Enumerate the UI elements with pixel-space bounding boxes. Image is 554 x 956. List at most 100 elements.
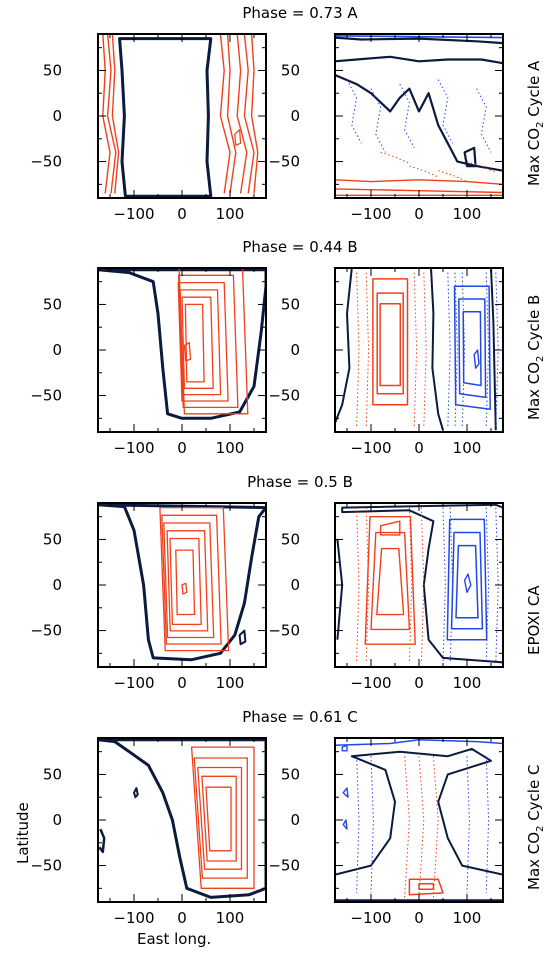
y-tick-label: −50 <box>30 387 62 405</box>
red-contour <box>169 537 202 626</box>
red-contour <box>177 281 229 402</box>
red-dotted-contour <box>356 507 360 663</box>
red-dotted-contour <box>365 507 370 663</box>
x-tick-label: −100 <box>350 205 391 223</box>
red-contour <box>379 303 402 387</box>
blue-contour <box>341 744 348 752</box>
red-contour <box>205 786 232 852</box>
row-side-label-subscript: 2 <box>535 825 546 832</box>
red-dotted-contour <box>420 507 425 663</box>
blue-contour <box>458 298 487 399</box>
terminator-contour <box>238 629 247 646</box>
red-contour <box>111 34 120 194</box>
zero-contour <box>336 539 344 640</box>
x-tick-label: −100 <box>350 674 391 692</box>
row-side-label-text: Max CO <box>525 361 543 420</box>
zero-contour <box>335 55 503 65</box>
y-tick-label: −50 <box>268 153 300 171</box>
panel-frame <box>334 737 504 903</box>
panel-frame <box>334 502 504 668</box>
x-tick-label: 100 <box>216 205 245 223</box>
zero-contour <box>335 73 503 172</box>
row-side-label: EPOXI CA <box>525 585 543 655</box>
blue-dotted-contour <box>447 272 451 428</box>
red-contour <box>161 514 222 645</box>
contour-group <box>98 268 266 420</box>
blue-dotted-contour <box>370 756 374 893</box>
y-tick-label: −50 <box>268 622 300 640</box>
zero-contour <box>430 268 444 431</box>
x-tick-label: −100 <box>350 909 391 927</box>
zero-contour <box>335 268 353 424</box>
panel-right-row-2: −100 0 100 −50 0 50 <box>268 267 504 457</box>
red-contour <box>184 303 205 383</box>
blue-contour <box>342 787 349 798</box>
x-tick-label: 100 <box>216 674 245 692</box>
x-axis-label: East long. <box>137 930 212 948</box>
red-dotted-contour <box>408 507 413 663</box>
row-side-label-text: EPOXI CA <box>525 585 543 655</box>
zero-contour <box>490 268 497 431</box>
y-tick-label: 0 <box>52 107 62 125</box>
red-contour <box>226 34 237 194</box>
red-dotted-contour <box>466 161 497 173</box>
y-tick-label: 0 <box>52 341 62 359</box>
red-contour <box>159 506 230 652</box>
x-tick-label: −100 <box>113 439 154 457</box>
contour-group <box>335 35 503 197</box>
red-contour <box>234 129 242 146</box>
red-contour <box>179 289 222 396</box>
panel-left-row-2: −100 0 100 −50 0 50 <box>30 267 267 457</box>
y-axis-label: Latitude <box>14 802 32 864</box>
y-tick-label: −50 <box>268 387 300 405</box>
y-tick-label: 0 <box>52 811 62 829</box>
y-tick-label: −50 <box>30 622 62 640</box>
red-dotted-contour <box>438 170 468 183</box>
x-tick-label: 100 <box>216 439 245 457</box>
contour-group <box>335 268 499 431</box>
y-tick-label: 50 <box>43 530 62 548</box>
row-side-label-suffix: Cycle B <box>525 294 543 356</box>
x-tick-label: 100 <box>453 205 482 223</box>
red-contour <box>376 292 404 395</box>
panel-right-row-1: −100 0 100 −50 0 50 <box>268 33 504 223</box>
red-dotted-contour <box>409 165 439 178</box>
y-tick-label: 50 <box>43 295 62 313</box>
y-tick-label: 0 <box>52 576 62 594</box>
x-tick-label: 0 <box>414 909 424 927</box>
red-contour <box>166 530 209 632</box>
y-tick-label: 50 <box>281 61 300 79</box>
red-dotted-contour <box>432 756 439 898</box>
row-side-label-suffix: Cycle A <box>525 60 543 122</box>
red-contour <box>219 34 231 194</box>
red-dotted-contour <box>423 272 427 428</box>
row-side-label: Max CO2 Cycle C <box>525 765 546 890</box>
blue-dotted-contour <box>454 272 458 428</box>
x-tick-label: −100 <box>113 674 154 692</box>
red-contour <box>181 582 188 595</box>
panel-left-row-3: −100 0 100 −50 0 50 <box>30 502 267 692</box>
blue-dotted-contour <box>461 272 466 428</box>
red-contour <box>190 746 255 889</box>
blue-dotted-contour <box>437 79 454 144</box>
blue-dotted-contour <box>370 88 386 153</box>
row-side-label-subscript: 2 <box>535 121 546 128</box>
red-dotted-contour <box>418 756 425 898</box>
red-contour <box>376 547 405 616</box>
x-tick-label: 0 <box>177 674 187 692</box>
y-tick-label: 50 <box>43 61 62 79</box>
red-contour <box>364 516 416 645</box>
x-tick-label: −100 <box>113 205 154 223</box>
x-tick-label: 0 <box>177 909 187 927</box>
y-tick-label: −50 <box>268 857 300 875</box>
red-contour <box>335 179 503 185</box>
panel-left-row-4: −100 0 100 −50 0 50 <box>30 737 267 927</box>
zero-contour <box>463 146 477 168</box>
blue-dotted-contour <box>485 756 490 893</box>
x-tick-label: 100 <box>453 674 482 692</box>
row-side-label-text: Max CO <box>525 127 543 186</box>
y-tick-label: −50 <box>30 153 62 171</box>
red-contour <box>102 34 111 194</box>
red-contour <box>418 883 435 890</box>
